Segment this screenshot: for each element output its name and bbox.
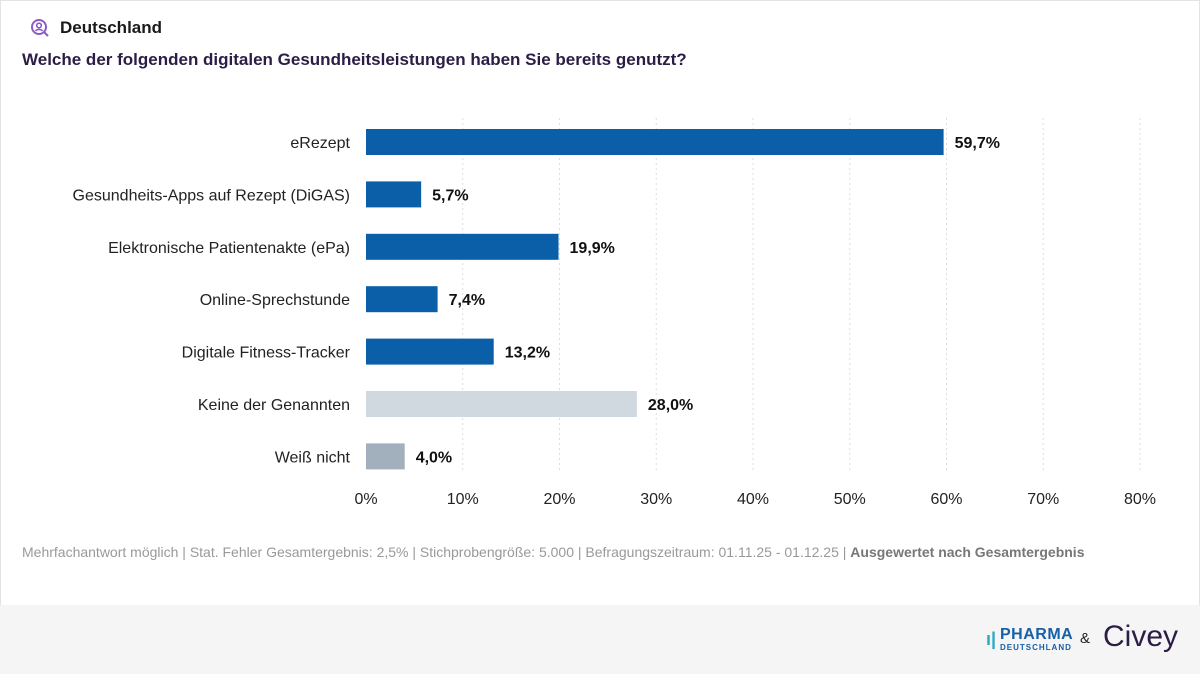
ampersand: &	[1080, 630, 1091, 647]
x-tick-label: 70%	[1027, 491, 1059, 508]
pharma-deutschland-logo: ı| PHARMA DEUTSCHLAND	[986, 626, 1074, 653]
x-tick-label: 80%	[1124, 491, 1156, 508]
category-label: Gesundheits-Apps auf Rezept (DiGAS)	[73, 187, 350, 204]
bar	[366, 233, 559, 260]
category-label: Keine der Genannten	[198, 397, 350, 414]
category-label: Elektronische Patientenakte (ePa)	[108, 240, 350, 257]
bar	[366, 391, 637, 417]
value-label: 7,4%	[449, 292, 485, 309]
category-label: eRezept	[290, 135, 350, 152]
bar	[366, 338, 494, 365]
bar	[366, 181, 422, 208]
bar	[366, 286, 438, 313]
footer	[0, 605, 1200, 674]
bar-chart: 0% 10% 20% 30% 40% 50% 60% 70% 80% eRezept 59,7% Ge…	[73, 118, 1156, 508]
x-tick-label: 20%	[543, 491, 575, 508]
civey-logo: Civey	[1103, 620, 1179, 653]
x-tick-label: 60%	[930, 491, 962, 508]
x-tick-label: 40%	[737, 491, 769, 508]
value-label: 19,9%	[570, 240, 615, 257]
methodology-note: Mehrfachantwort möglich | Stat. Fehler G…	[22, 541, 1122, 564]
value-label: 13,2%	[505, 345, 550, 362]
header: Deutschland	[30, 18, 162, 38]
logo-bars-icon: ı|	[986, 629, 997, 649]
category-label: Digitale Fitness-Tracker	[182, 345, 351, 362]
bar	[366, 129, 944, 155]
region-label: Deutschland	[60, 18, 163, 37]
category-label: Online-Sprechstunde	[200, 292, 350, 309]
value-label: 4,0%	[416, 449, 452, 466]
x-tick-label: 0%	[354, 491, 377, 508]
value-label: 59,7%	[955, 135, 1000, 152]
bar	[366, 443, 405, 470]
value-label: 5,7%	[432, 187, 468, 204]
note-bold: Ausgewertet nach Gesamtergebnis	[850, 544, 1085, 560]
value-label: 28,0%	[648, 397, 693, 414]
category-label: Weiß nicht	[275, 449, 351, 466]
question-title: Welche der folgenden digitalen Gesundhei…	[22, 50, 687, 69]
note-text: Mehrfachantwort möglich | Stat. Fehler G…	[22, 544, 851, 560]
user-search-icon	[31, 19, 49, 37]
x-tick-label: 30%	[640, 491, 672, 508]
x-tick-label: 10%	[447, 491, 479, 508]
x-tick-label: 50%	[834, 491, 866, 508]
